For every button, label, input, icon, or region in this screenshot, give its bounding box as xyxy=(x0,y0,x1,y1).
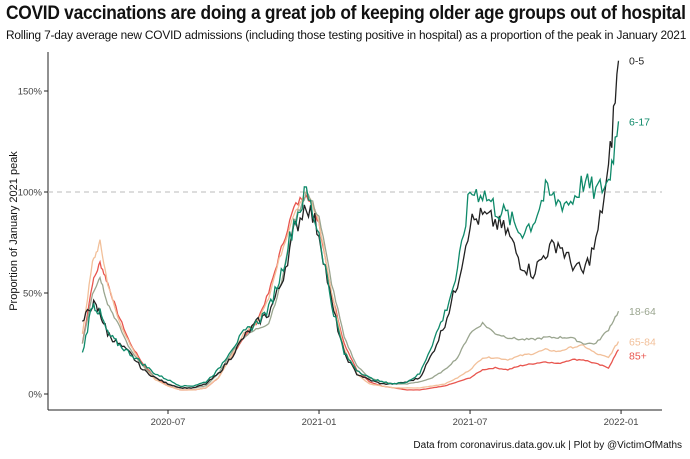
series-label-18-64: 18-64 xyxy=(629,306,656,318)
chart-title: COVID vaccinations are doing a great job… xyxy=(6,2,686,24)
x-tick-label: 2020-07 xyxy=(151,417,186,428)
y-tick-label: 0% xyxy=(28,390,42,401)
y-tick-label: 100% xyxy=(18,188,43,199)
y-axis-title: Proportion of January 2021 peak xyxy=(8,151,20,311)
x-tick-label: 2021-01 xyxy=(302,417,337,428)
chart-caption: Data from coronavirus.data.gov.uk | Plot… xyxy=(413,440,682,451)
series-line-0-5 xyxy=(82,60,620,389)
series-label-65-84: 65-84 xyxy=(629,337,656,349)
y-tick-label: 150% xyxy=(18,87,43,98)
x-tick-label: 2022-01 xyxy=(604,417,639,428)
chart-subtitle: Rolling 7-day average new COVID admissio… xyxy=(6,28,687,42)
series-label-6-17: 6-17 xyxy=(629,116,650,128)
x-tick-label: 2021-07 xyxy=(453,417,488,428)
series-label-0-5: 0-5 xyxy=(629,56,644,68)
series-label-85+: 85+ xyxy=(629,351,647,363)
series-line-6-17 xyxy=(81,121,620,388)
y-tick-label: 50% xyxy=(23,289,43,300)
series-line-18-64 xyxy=(81,189,620,389)
